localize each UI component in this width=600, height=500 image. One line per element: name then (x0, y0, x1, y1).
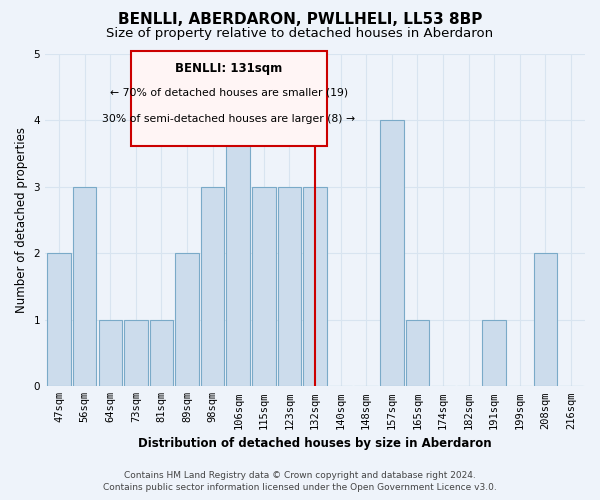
Bar (226, 120, 250, 386)
Bar (201, 187, 224, 386)
Bar (533, 254, 557, 386)
Bar (380, 120, 404, 386)
Text: Size of property relative to detached houses in Aberdaron: Size of property relative to detached ho… (106, 28, 494, 40)
X-axis label: Distribution of detached houses by size in Aberdaron: Distribution of detached houses by size … (138, 437, 492, 450)
Bar (406, 320, 429, 386)
Bar (482, 320, 506, 386)
Text: BENLLI, ABERDARON, PWLLHELI, LL53 8BP: BENLLI, ABERDARON, PWLLHELI, LL53 8BP (118, 12, 482, 28)
Text: ← 70% of detached houses are smaller (19): ← 70% of detached houses are smaller (19… (110, 88, 348, 98)
Text: 30% of semi-detached houses are larger (8) →: 30% of semi-detached houses are larger (… (102, 114, 355, 124)
Text: BENLLI: 131sqm: BENLLI: 131sqm (175, 62, 282, 75)
Bar (252, 187, 275, 386)
Bar (150, 320, 173, 386)
Bar (124, 320, 148, 386)
Text: Contains HM Land Registry data © Crown copyright and database right 2024.
Contai: Contains HM Land Registry data © Crown c… (103, 471, 497, 492)
Y-axis label: Number of detached properties: Number of detached properties (15, 127, 28, 313)
Bar (47, 254, 71, 386)
Bar (98, 320, 122, 386)
Bar (175, 254, 199, 386)
Bar (278, 187, 301, 386)
Bar (131, 50, 326, 146)
Bar (73, 187, 97, 386)
Bar (303, 187, 327, 386)
